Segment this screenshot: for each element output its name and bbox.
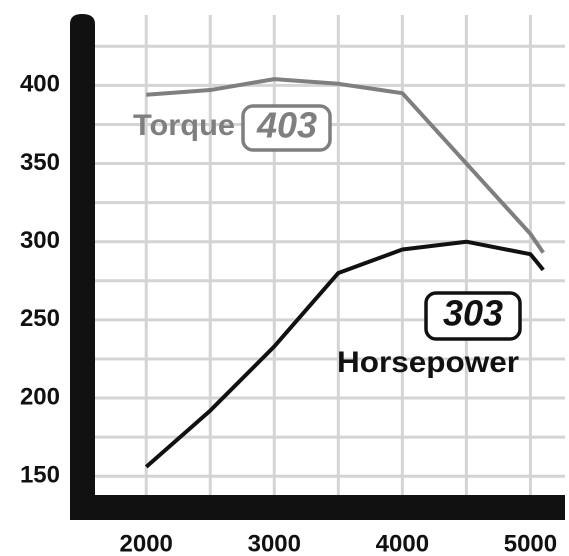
rating-label: 303 [443, 293, 503, 334]
x-tick-label: 3000 [248, 530, 301, 556]
x-tick-label: 5000 [504, 530, 557, 556]
y-tick-label: 250 [20, 305, 60, 332]
line [146, 77, 545, 254]
x-tick-label: 4000 [376, 530, 429, 556]
x-axis [70, 495, 565, 520]
y-tick-label: 300 [20, 227, 60, 254]
series-label: Horsepower [337, 346, 519, 379]
rating-label: 403 [256, 105, 317, 146]
series-label: Torque [133, 109, 235, 142]
rating-box [241, 104, 332, 152]
y-tick-label: 400 [20, 71, 60, 98]
rating-box [424, 291, 522, 341]
line [144, 239, 545, 469]
y-tick-label: 150 [20, 462, 60, 489]
y-tick-label: 200 [20, 383, 60, 410]
y-axis [70, 14, 95, 520]
y-tick-label: 350 [20, 149, 60, 176]
x-tick-label: 2000 [120, 530, 173, 556]
